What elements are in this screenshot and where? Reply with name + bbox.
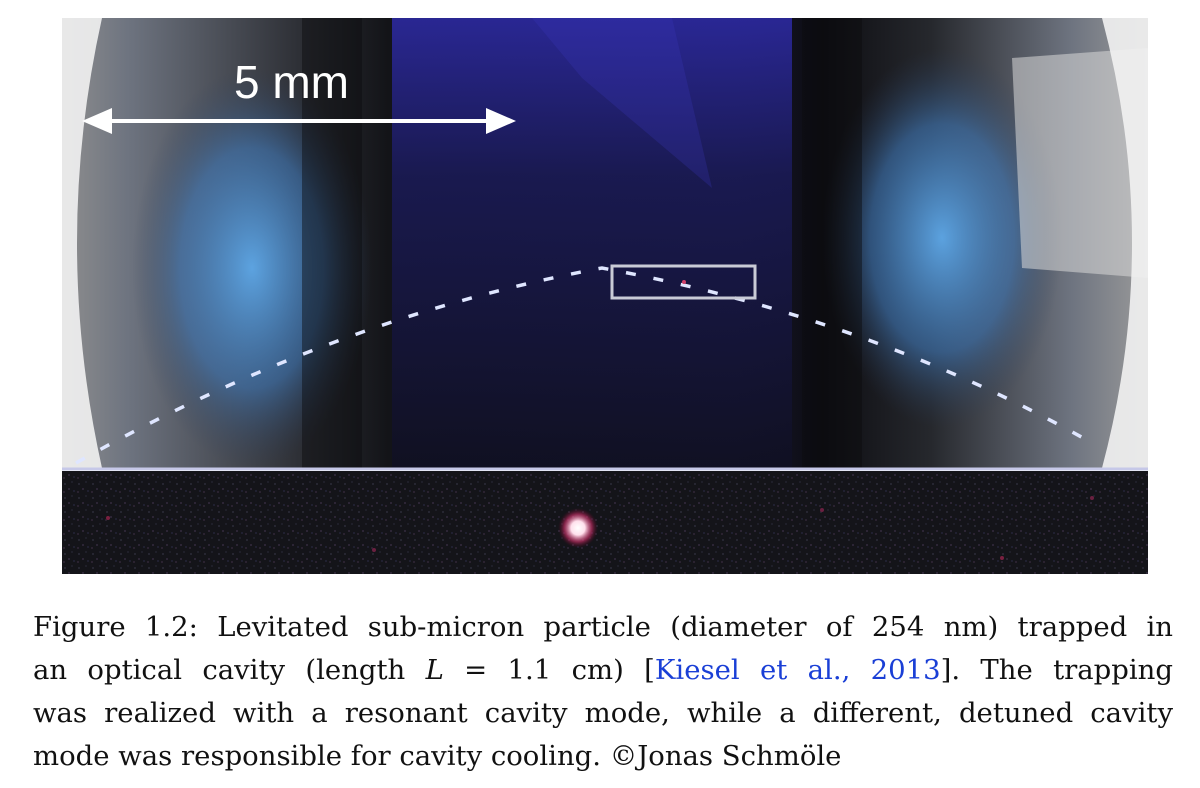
figure-photo: 5 mm (62, 18, 1148, 574)
figure-caption: Figure 1.2: Levitated sub-micron particl… (33, 606, 1173, 778)
zoom-inset (62, 471, 1148, 574)
particle-dot (682, 280, 686, 284)
particle-bright-spot (558, 508, 598, 548)
citation-link[interactable]: Kiesel et al., 2013 (654, 654, 941, 686)
caption-line-1: Figure 1.2: Levitated sub-micron particl… (33, 611, 1173, 643)
caption-line-3: was realized with a resonant cavity mode… (33, 697, 1173, 729)
scale-bar (82, 108, 516, 134)
length-variable: L (425, 654, 444, 686)
caption-line-4: mode was responsible for cavity cooling.… (33, 740, 842, 772)
scale-bar-label: 5 mm (234, 56, 349, 108)
cavity-mode-dashed-curve (75, 266, 1093, 465)
zoom-region-box (610, 264, 757, 300)
caption-line-2: an optical cavity (length L = 1.1 cm) [K… (33, 654, 1173, 686)
cavity-photo (62, 18, 1148, 468)
